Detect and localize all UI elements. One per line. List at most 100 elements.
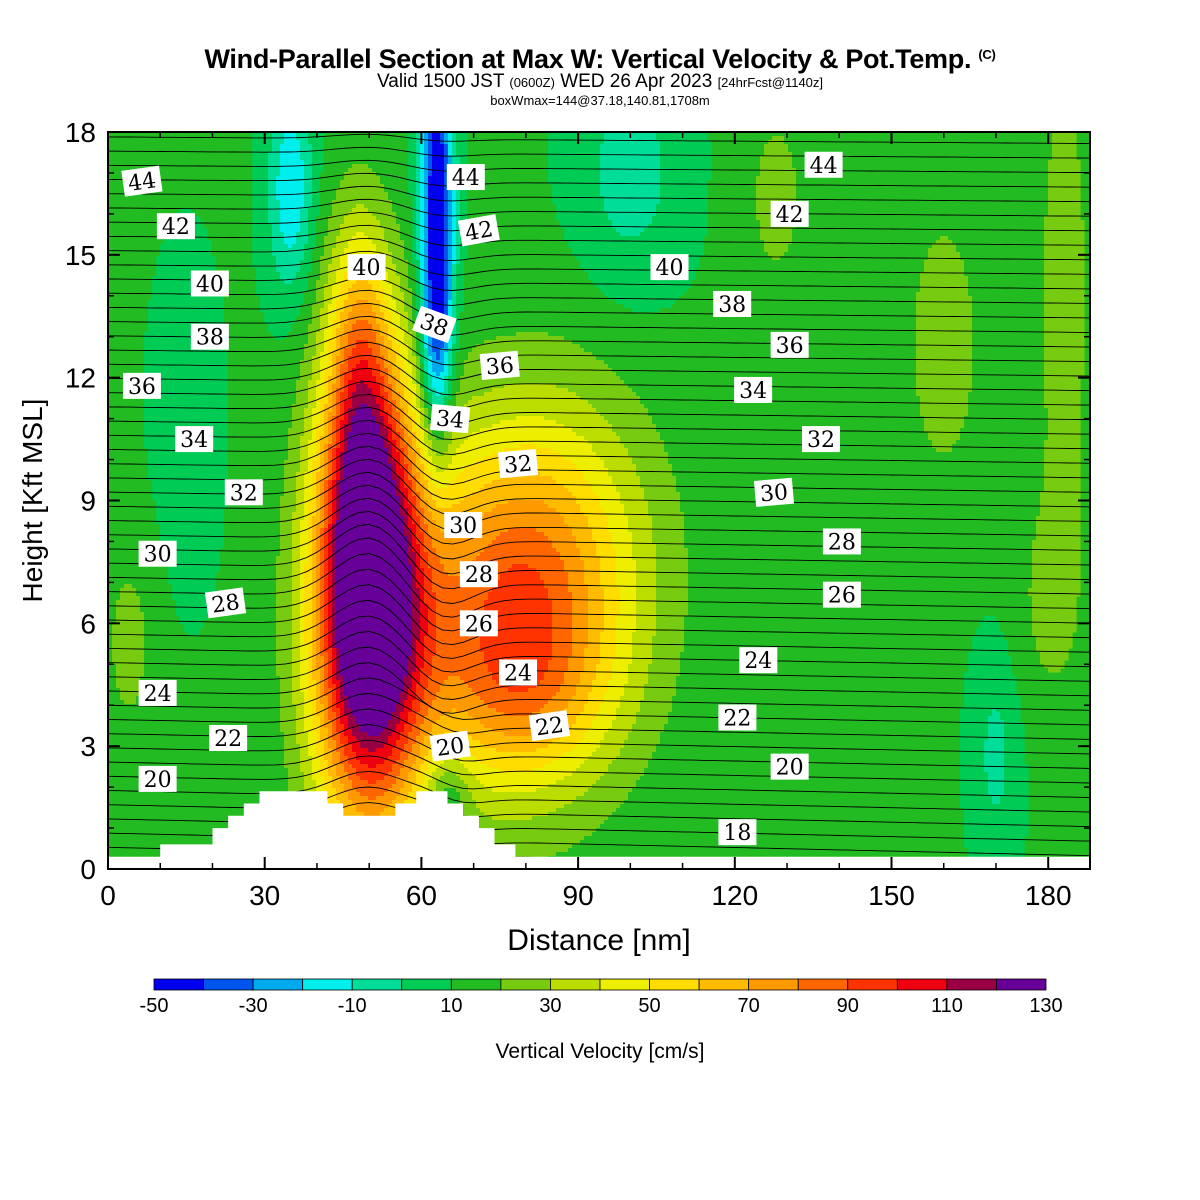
isentrope-label: 40 [650,254,689,281]
isentrope-line [108,237,1090,262]
chart-title: Wind-Parallel Section at Max W: Vertical… [204,44,996,74]
isentrope-label-text: 24 [744,649,772,674]
colorbar-tick-label: -30 [239,995,268,1017]
colorbar-swatch [550,978,601,991]
colorbar-tick-label: 30 [539,995,561,1017]
colorbar-tick-label: 10 [440,995,462,1017]
isentrope-line [108,380,1090,426]
x-tick-label: 0 [100,880,116,911]
isentrope-line [108,146,1090,159]
y-tick-label: 18 [65,117,96,148]
x-axis-label: Distance [nm] [507,924,690,957]
isentrope-label-text: 42 [463,217,495,246]
x-tick-label: 30 [249,880,280,911]
isentrope-line [108,677,1090,726]
isentrope-label-text: 32 [230,481,258,506]
isentrope-label-text: 20 [435,733,466,762]
isentrope-label-text: 18 [723,821,751,846]
isentrope-line [108,393,1090,441]
isentrope-label-text: 36 [776,334,804,359]
isentrope-line [108,121,1090,129]
isentrope-line [108,553,1090,618]
isentrope-line [108,523,1090,590]
isentrope-line [108,159,1090,174]
isentrope-line [108,599,1090,659]
isentrope-line [108,185,1090,203]
isentrope-line [108,133,1090,145]
isentrope-label: 44 [446,164,485,191]
colorbar-swatch [252,978,304,991]
isentrope-label: 28 [459,561,498,588]
chart-box-info: boxWmax=144@37.18,140.81,1708m [490,93,710,108]
chart-subtitle: Valid 1500 JST (0600Z) WED 26 Apr 2023 [… [376,71,824,92]
isentrope-label: 32 [497,449,539,479]
isentrope-label-text: 26 [828,584,856,609]
isentrope-label: 34 [734,376,773,404]
y-tick-label: 12 [65,363,96,394]
isentrope-label: 22 [718,704,757,732]
colorbar-swatch [500,978,551,991]
isentrope-label: 20 [770,753,809,781]
isentrope-line [108,458,1090,515]
isentrope-label: 26 [822,581,861,609]
isentrope-label: 20 [429,730,471,762]
colorbar-swatch [153,978,204,991]
isentrope-label-text: 36 [485,353,515,380]
y-tick-label: 15 [65,240,96,271]
colorbar-swatch [797,978,849,991]
colorbar-swatch [401,978,452,991]
isentrope-label-text: 20 [144,768,172,793]
isentrope-label: 30 [138,540,177,568]
colorbar-swatch [847,978,898,991]
isentrope-label-text: 24 [504,661,532,686]
y-tick-label: 3 [80,731,96,762]
isentrope-label-text: 34 [435,406,465,433]
isentrope-label: 26 [459,610,498,637]
colorbar-swatch [896,978,948,991]
isentrope-label-text: 24 [144,682,172,707]
isentrope-line [108,250,1090,276]
isentrope-line [108,724,1090,769]
colorbar-tick-label: 50 [638,995,660,1017]
colorbar-swatch [302,978,353,991]
isentrope-line [108,631,1090,687]
isentrope-label-text: 44 [452,166,480,191]
isentrope-line [108,693,1090,740]
x-tick-label: 60 [406,880,437,911]
isentrope-line [108,406,1090,456]
terrain [108,791,1090,869]
isentrope-label: 24 [739,647,778,674]
isentrope-line [108,739,1090,784]
isentrope-label-text: 42 [162,215,190,240]
colorbar-swatch [351,978,403,991]
isentrope-label: 34 [175,426,214,453]
isentrope-label: 24 [499,659,538,686]
colorbar-tick-label: 70 [738,995,760,1017]
isentrope-line [108,172,1090,188]
colorbar-swatch [450,978,502,991]
isentrope-label-text: 22 [214,727,242,752]
isentrope-line [108,367,1090,411]
isentrope-label-text: 20 [776,756,804,781]
isentrope-label-text: 28 [465,563,493,588]
isentrope-label-text: 40 [656,256,684,281]
isentrope-label: 32 [224,479,263,506]
y-tick-label: 0 [80,854,96,885]
colorbar-tick-label: 130 [1029,995,1062,1017]
y-axis-label: Height [Kft MSL] [17,399,48,603]
isentrope-label: 42 [770,200,809,228]
isentrope-label: 38 [190,323,229,351]
colorbar-tick-label: 110 [931,995,963,1017]
isentrope-label: 44 [804,151,843,179]
isentrope-label: 32 [801,426,840,453]
isentrope-label: 24 [138,679,177,707]
isentrope-line [108,432,1090,485]
isentrope-label-text: 40 [196,272,224,297]
isentrope-label: 30 [753,477,795,507]
colorbar-swatch [203,978,254,991]
x-tick-label: 180 [1025,880,1072,911]
isentrope-label: 22 [528,710,571,742]
isentrope-label-text: 30 [449,514,477,539]
isentrope-label: 30 [444,512,483,539]
